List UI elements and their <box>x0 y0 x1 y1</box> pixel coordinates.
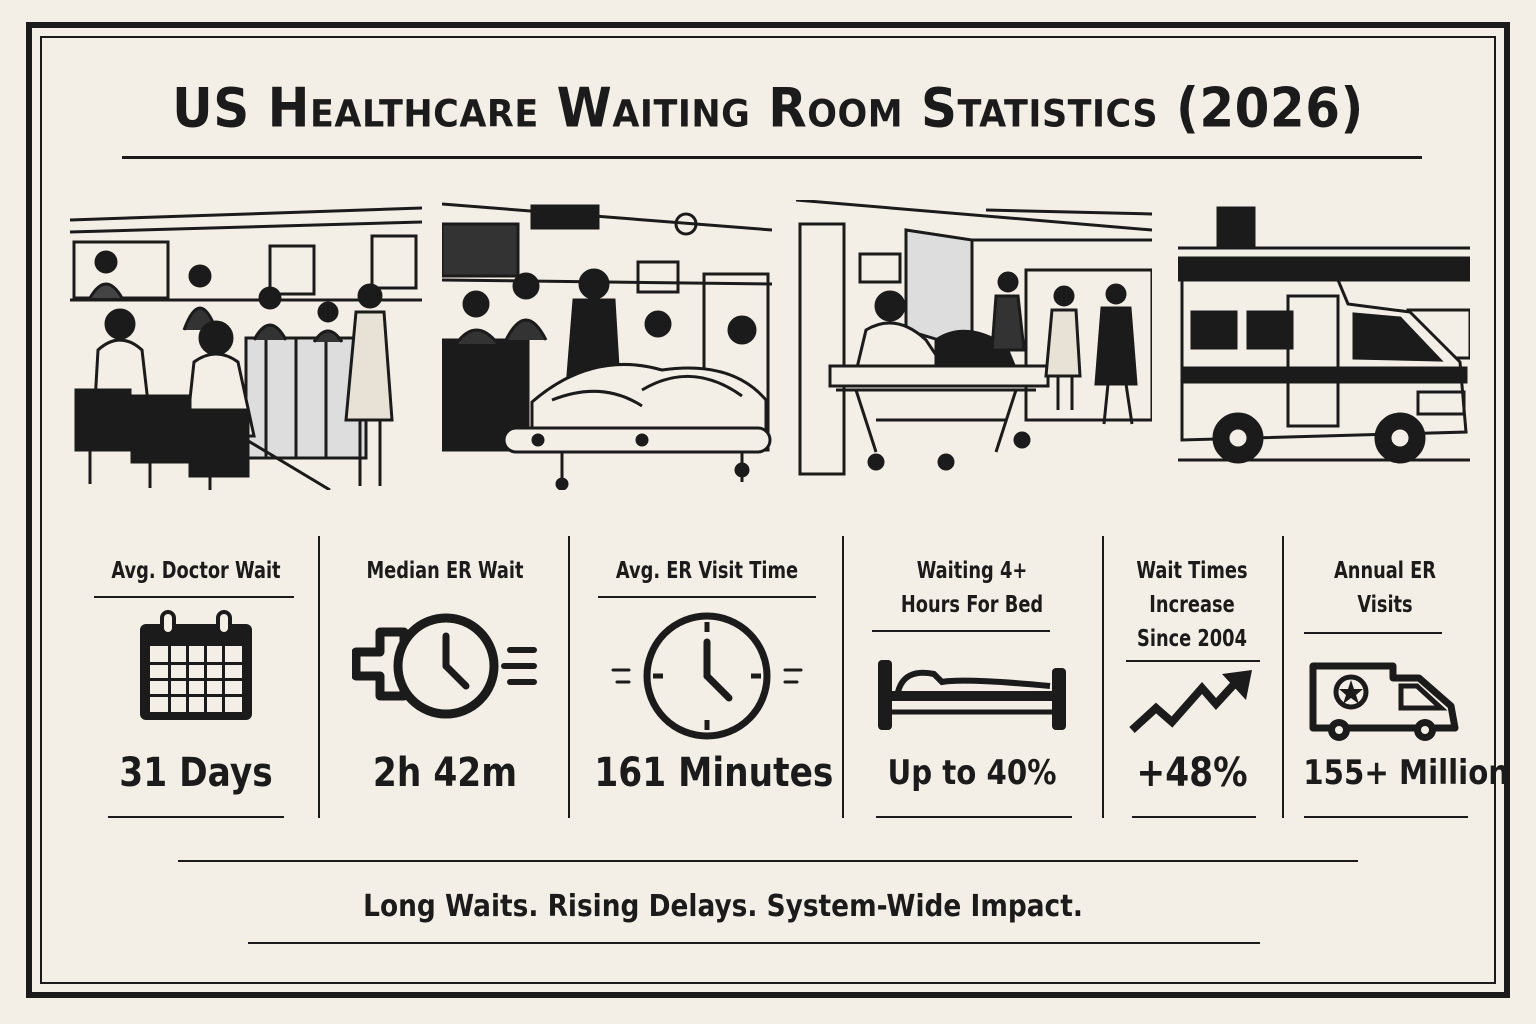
stat-divider <box>842 536 844 818</box>
tagline: Long Waits. Rising Delays. System-Wide I… <box>363 889 1083 924</box>
inner-frame <box>40 36 1496 984</box>
stat-divider <box>1102 536 1104 818</box>
stat-wait-increase: Wait Times Increase Since 2004 +48% <box>1108 540 1276 830</box>
stat-value-underline <box>108 816 284 818</box>
tagline-bottom-rule <box>248 942 1260 944</box>
stat-doctor-wait: Avg. Doctor Wait 31 Days <box>80 540 312 830</box>
outer-frame <box>26 22 1510 998</box>
stat-label-underline <box>1304 632 1442 634</box>
stat-label: Median ER Wait <box>366 558 524 584</box>
stat-waiting-for-bed: Waiting 4+ Hours For Bed Up to 40% <box>850 540 1094 830</box>
stat-median-er-wait: Median ER Wait 2h 42m <box>326 540 564 830</box>
hallway-stretcher-illustration <box>796 200 1152 490</box>
stat-label-underline <box>94 596 294 598</box>
illustration-strip <box>70 200 1470 490</box>
stat-annual-er-visits: Annual ER Visits 155+ Million <box>1290 540 1510 830</box>
stat-label: Avg. Doctor Wait <box>111 558 281 584</box>
stat-label: Waiting 4+ Hours For Bed <box>900 558 1044 618</box>
stat-value: 2h 42m <box>372 750 518 796</box>
medical-clock-icon <box>351 610 538 726</box>
stat-value: 155+ Million <box>1303 753 1510 793</box>
stat-label-underline <box>872 630 1050 632</box>
stat-value-underline <box>876 816 1072 818</box>
er-treatment-illustration <box>442 200 772 490</box>
stat-label: Annual ER Visits <box>1334 558 1436 618</box>
stat-label: Wait Times Increase Since 2004 <box>1136 558 1248 652</box>
stat-label-underline <box>1126 660 1260 662</box>
stat-label-underline <box>598 596 816 598</box>
bed-icon <box>874 652 1070 736</box>
stat-value: 161 Minutes <box>594 750 834 796</box>
tagline-top-rule <box>178 860 1358 862</box>
stat-value: +48% <box>1136 750 1248 796</box>
stat-divider <box>568 536 570 818</box>
ambulance-icon <box>1307 656 1463 748</box>
stat-divider <box>318 536 320 818</box>
stat-value: 31 Days <box>119 750 273 796</box>
clock-icon <box>607 610 807 746</box>
stat-label: Avg. ER Visit Time <box>615 558 799 584</box>
stat-value: Up to 40% <box>887 753 1057 793</box>
stat-er-visit-time: Avg. ER Visit Time 161 Minutes <box>576 540 838 830</box>
waiting-room-illustration <box>70 200 422 490</box>
page-title: US Healthcare Waiting Room Statistics (2… <box>172 76 1364 140</box>
trend-up-icon <box>1126 668 1258 742</box>
ambulance-illustration <box>1178 200 1470 490</box>
stat-value-underline <box>1304 816 1468 818</box>
title-underline <box>122 156 1422 159</box>
stat-divider <box>1282 536 1284 818</box>
calendar-icon <box>134 610 258 730</box>
stat-value-underline <box>1132 816 1256 818</box>
